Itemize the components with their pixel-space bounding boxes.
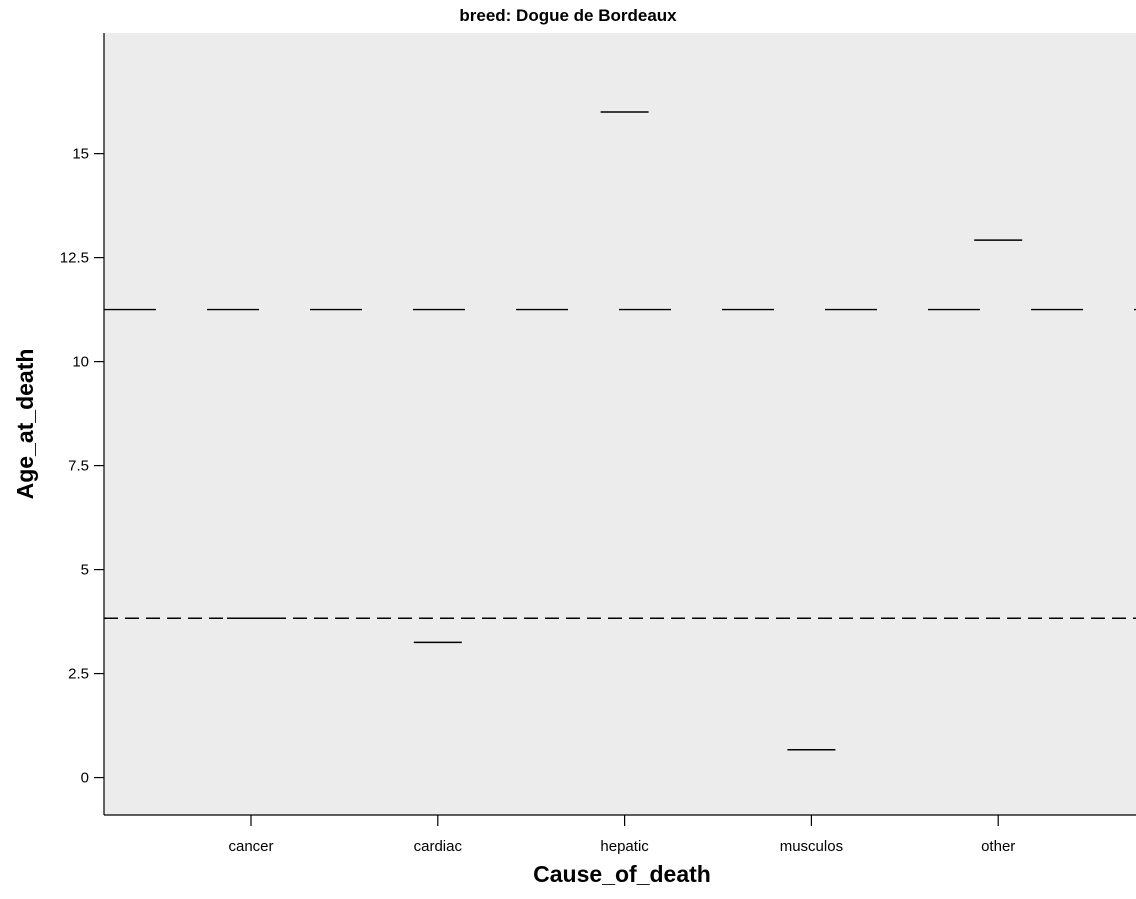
y-tick-label: 15: [72, 146, 89, 163]
x-tick-label: hepatic: [600, 838, 649, 855]
y-tick-label: 2.5: [68, 666, 89, 683]
y-tick-label: 12.5: [60, 250, 89, 267]
x-tick-label: cardiac: [414, 838, 463, 855]
plot-area: [104, 33, 1136, 815]
y-ticks: 0 2.5 5 7.5 10 12.5 15: [60, 146, 104, 787]
data-marks: [227, 111, 1023, 751]
reference-lines: [104, 308, 1136, 619]
x-ticks: cancer cardiac hepatic musculos other: [228, 815, 1015, 855]
y-tick-label: 10: [72, 354, 89, 371]
x-tick-label: cancer: [228, 838, 273, 855]
y-tick-label: 7.5: [68, 458, 89, 475]
x-axis-title: Cause_of_death: [533, 861, 711, 887]
y-tick-label: 5: [81, 562, 89, 579]
x-tick-label: other: [981, 838, 1015, 855]
chart-title: breed: Dogue de Bordeaux: [459, 6, 677, 25]
x-tick-label: musculos: [780, 838, 843, 855]
y-axis-title: Age_at_death: [12, 349, 38, 500]
y-tick-label: 0: [81, 770, 89, 787]
